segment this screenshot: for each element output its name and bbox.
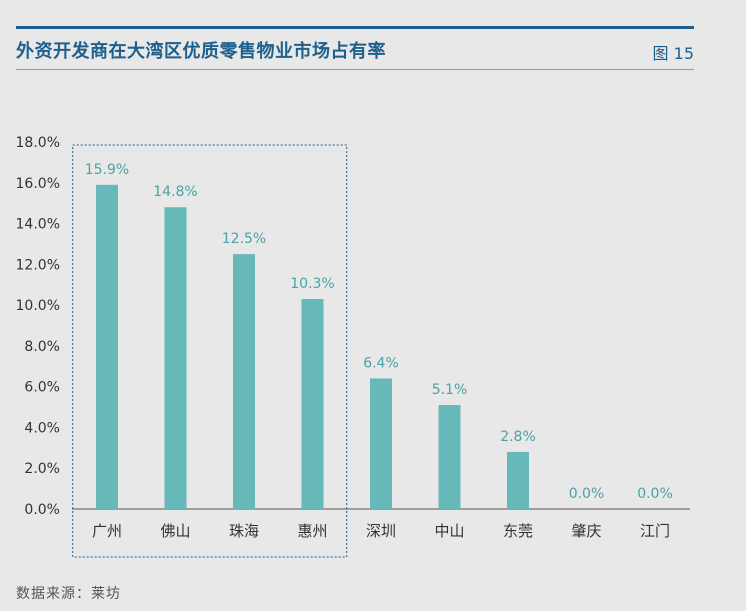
bar [233,254,255,509]
source-note: 数据来源：莱坊 [16,586,121,602]
figure-label: 图 15 [652,44,694,63]
x-category-label: 江门 [640,522,670,540]
y-tick-label: 2.0% [24,461,60,477]
data-label: 5.1% [432,382,468,398]
y-tick-label: 12.0% [16,257,60,273]
x-category-label: 广州 [92,522,122,540]
data-label: 0.0% [637,486,673,502]
y-tick-label: 0.0% [24,502,60,518]
x-category-label: 中山 [434,522,464,540]
data-label: 0.0% [569,486,605,502]
y-tick-label: 6.0% [24,380,60,396]
bar [507,451,529,509]
x-category-label: 惠州 [297,522,327,540]
data-label: 15.9% [85,162,129,178]
data-label: 6.4% [363,356,399,372]
x-category-label: 深圳 [366,522,396,540]
y-tick-label: 14.0% [16,217,60,233]
chart-title: 外资开发商在大湾区优质零售物业市场占有率 [16,41,386,62]
bar [96,184,118,510]
x-category-label: 东莞 [503,522,533,540]
bar [301,298,324,509]
data-label: 14.8% [153,184,197,200]
top-rule [16,26,694,29]
data-label: 2.8% [500,429,536,445]
data-label: 12.5% [222,231,266,247]
y-tick-label: 18.0% [16,135,60,151]
data-label: 10.3% [290,276,334,292]
y-tick-label: 4.0% [24,420,60,436]
highlight-box [72,144,348,558]
title-divider [16,69,694,70]
x-category-label: 佛山 [160,522,190,540]
x-category-label: 肇庆 [571,522,601,540]
x-category-label: 珠海 [229,522,259,540]
bar [438,405,461,509]
bar [370,378,392,509]
y-tick-label: 16.0% [16,176,60,192]
y-tick-label: 10.0% [16,298,60,314]
y-tick-label: 8.0% [24,339,60,355]
bar [164,207,187,509]
